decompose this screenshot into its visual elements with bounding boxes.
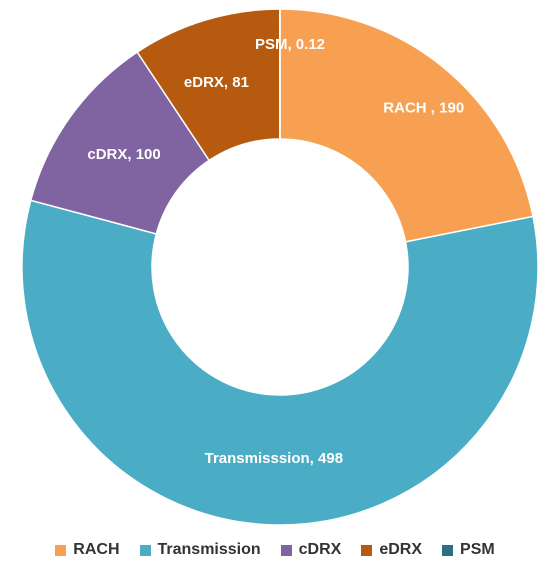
slice-labels: RACH , 190 Transmisssion, 498 cDRX, 100 eDR… — [87, 36, 464, 467]
legend-swatch-cdrx — [280, 544, 292, 556]
legend-item-rach: RACH — [55, 541, 120, 559]
slice-transmission — [21, 199, 539, 526]
legend-item-psm: PSM — [442, 541, 495, 559]
legend-swatch-rach — [55, 544, 67, 556]
legend-item-transmission: Transmission — [139, 541, 261, 559]
slice-label-edrx: eDRX, 81 — [184, 74, 249, 91]
legend-label-cdrx: cDRX — [298, 541, 342, 558]
slice-rach — [279, 8, 534, 243]
legend-label-transmission: Transmission — [157, 541, 261, 558]
legend-swatch-transmission — [139, 544, 151, 556]
legend: RACH Transmission cDRX eDRX PSM — [0, 538, 550, 562]
slice-label-psm: PSM, 0.12 — [255, 36, 325, 53]
slices — [21, 8, 539, 526]
legend-item-cdrx: cDRX — [280, 541, 342, 559]
legend-item-edrx: eDRX — [361, 541, 422, 559]
legend-swatch-psm — [442, 544, 454, 556]
slice-label-cdrx: cDRX, 100 — [87, 146, 160, 163]
legend-label-psm: PSM — [460, 541, 495, 558]
slice-label-rach: RACH , 190 — [383, 99, 464, 116]
legend-label-rach: RACH — [73, 541, 120, 558]
legend-label-edrx: eDRX — [379, 541, 423, 558]
legend-swatch-edrx — [361, 544, 373, 556]
slice-label-transmission: Transmisssion, 498 — [205, 450, 343, 467]
